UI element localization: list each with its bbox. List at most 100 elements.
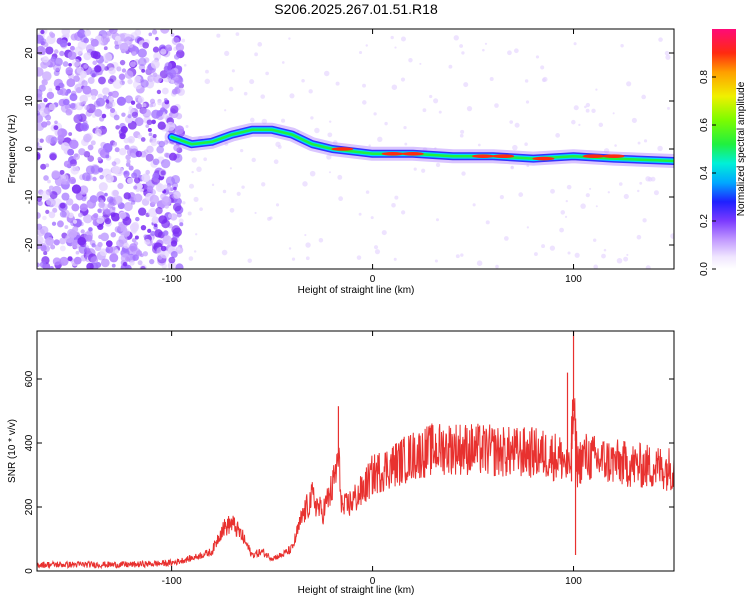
- noise-blob: [211, 183, 215, 187]
- noise-blob: [78, 148, 86, 156]
- noise-blob: [72, 219, 78, 224]
- x-tick-label: -100: [162, 274, 182, 285]
- noise-blob: [585, 102, 591, 108]
- noise-blob: [160, 158, 171, 169]
- noise-blob: [150, 140, 158, 147]
- noise-blob: [642, 218, 647, 223]
- noise-blob: [459, 44, 464, 48]
- noise-blob: [151, 29, 158, 35]
- noise-blob: [580, 203, 586, 209]
- noise-blob: [84, 104, 90, 111]
- noise-blob: [231, 69, 235, 73]
- noise-blob: [174, 197, 182, 206]
- noise-blob: [68, 132, 73, 136]
- noise-blob: [131, 221, 139, 230]
- noise-blob: [81, 80, 88, 87]
- noise-blob: [45, 46, 54, 55]
- noise-blob: [69, 45, 75, 51]
- noise-blob: [175, 43, 185, 52]
- noise-blob: [510, 165, 514, 169]
- noise-blob: [61, 192, 70, 201]
- noise-blob: [435, 218, 439, 222]
- noise-blob: [639, 181, 643, 185]
- noise-blob: [152, 158, 160, 166]
- noise-blob: [157, 121, 166, 130]
- noise-blob: [113, 195, 123, 205]
- noise-blob: [160, 48, 167, 55]
- noise-blob: [43, 42, 49, 48]
- noise-blob: [196, 166, 202, 173]
- noise-blob: [607, 191, 610, 194]
- noise-blob: [135, 216, 140, 222]
- noise-blob: [111, 189, 119, 198]
- noise-blob: [524, 142, 528, 146]
- noise-blob: [335, 81, 340, 86]
- noise-blob: [67, 51, 77, 60]
- noise-blob: [91, 243, 96, 248]
- noise-blob: [37, 228, 45, 237]
- noise-blob: [591, 108, 596, 114]
- noise-blob: [589, 187, 592, 190]
- noise-blob: [518, 192, 524, 197]
- noise-blob: [455, 254, 460, 259]
- noise-blob: [129, 260, 135, 266]
- noise-blob: [62, 61, 69, 67]
- noise-blob: [466, 105, 473, 112]
- noise-blob: [130, 200, 136, 205]
- noise-blob: [37, 110, 41, 116]
- noise-blob: [49, 153, 57, 161]
- noise-blob: [310, 116, 314, 120]
- figure-title: S206.2025.267.01.51.R18: [274, 1, 438, 17]
- noise-blob: [121, 112, 126, 117]
- noise-blob: [69, 93, 78, 102]
- noise-blob: [573, 42, 577, 46]
- noise-blob: [150, 59, 160, 69]
- noise-blob: [148, 32, 153, 37]
- noise-blob: [155, 36, 159, 41]
- noise-blob: [614, 144, 617, 147]
- noise-blob: [82, 100, 87, 105]
- noise-blob: [472, 203, 476, 207]
- noise-blob: [167, 46, 173, 52]
- noise-blob: [170, 79, 175, 84]
- noise-blob: [542, 76, 548, 82]
- noise-blob: [187, 211, 192, 216]
- colorbar-gradient: [712, 29, 736, 269]
- noise-blob: [48, 211, 56, 219]
- noise-blob: [509, 120, 514, 124]
- noise-blob: [249, 79, 255, 85]
- noise-blob: [70, 165, 80, 175]
- noise-blob: [106, 196, 114, 203]
- noise-blob: [130, 152, 135, 157]
- noise-blob: [163, 97, 168, 102]
- noise-blob: [59, 88, 68, 96]
- noise-blob: [91, 95, 97, 100]
- y-tick-label: -20: [24, 237, 35, 252]
- noise-blob: [647, 177, 653, 182]
- noise-blob: [71, 58, 81, 67]
- noise-blob: [131, 172, 138, 179]
- noise-blob: [565, 200, 568, 203]
- noise-blob: [658, 37, 663, 42]
- noise-blob: [228, 86, 234, 92]
- noise-blob: [59, 169, 65, 175]
- noise-blob: [45, 163, 50, 168]
- noise-blob: [109, 207, 116, 214]
- noise-blob: [105, 240, 113, 247]
- colorbar-tick-label: 0.8: [699, 70, 710, 84]
- noise-blob: [101, 113, 107, 119]
- noise-blob: [122, 261, 128, 267]
- noise-blob: [257, 42, 263, 47]
- noise-blob: [265, 71, 269, 76]
- noise-blob: [125, 154, 131, 161]
- noise-blob: [391, 84, 398, 90]
- noise-blob: [128, 165, 134, 171]
- noise-blob: [129, 61, 136, 68]
- noise-blob: [92, 60, 97, 66]
- noise-blob: [145, 124, 150, 128]
- noise-blob: [370, 216, 374, 220]
- noise-blob: [626, 81, 632, 87]
- noise-blob: [394, 46, 397, 49]
- noise-blob: [43, 107, 51, 115]
